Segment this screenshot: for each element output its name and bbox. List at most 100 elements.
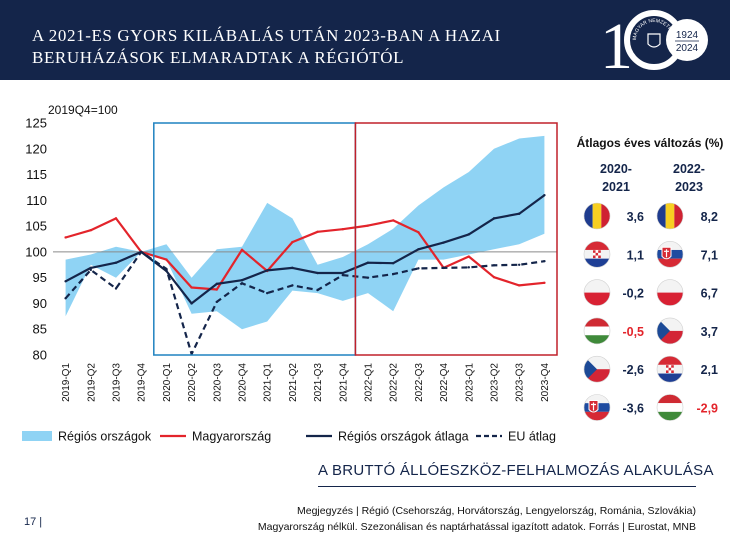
series-2-point xyxy=(366,276,370,279)
series-1-point xyxy=(442,241,445,244)
col1-header-b: 2021 xyxy=(602,180,630,194)
series-0-point xyxy=(417,231,420,234)
y-tick-label: 125 xyxy=(25,116,47,131)
title-line-1: A 2021-ES GYORS KILÁBALÁS UTÁN 2023-BAN … xyxy=(32,26,501,45)
series-line-1 xyxy=(65,194,546,305)
series-0-point xyxy=(467,255,470,258)
romania-flag xyxy=(584,203,610,229)
x-tick-label: 2022-Q3 xyxy=(414,363,425,402)
x-tick-label: 2023-Q1 xyxy=(464,363,475,402)
x-tick-label: 2023-Q3 xyxy=(515,363,526,402)
series-2-point xyxy=(518,263,521,266)
series-0-point xyxy=(240,248,244,252)
series-line-2 xyxy=(64,250,545,356)
x-tick-label: 2023-Q4 xyxy=(540,363,551,402)
series-0-point xyxy=(215,288,218,291)
series-0-point xyxy=(518,284,521,287)
series-2-point xyxy=(140,250,143,254)
legend-label: Régiós országok xyxy=(58,430,152,444)
highlight-box-1 xyxy=(354,122,558,356)
czechia-flag xyxy=(657,317,683,344)
series-1-point xyxy=(266,269,269,272)
x-tick-label: 2022-Q2 xyxy=(389,363,400,402)
series-2-point xyxy=(543,259,546,263)
series-0-point xyxy=(89,229,93,232)
hungary-flag xyxy=(584,317,610,344)
legend-label: Régiós országok átlaga xyxy=(338,430,469,444)
series-2-point xyxy=(266,291,269,295)
legend-label: Magyarország xyxy=(192,430,271,444)
table-value-2020-2021: 3,6 xyxy=(627,210,644,224)
mnb-100-logo: 1 MAGYAR NEMZETI BANK 1924 2024 xyxy=(598,6,708,74)
x-tick-label: 2020-Q3 xyxy=(212,363,223,402)
series-2-point xyxy=(240,282,244,285)
croatia-flag xyxy=(584,241,610,268)
x-tick-label: 2021-Q1 xyxy=(263,363,274,402)
title-line-2: BERUHÁZÁSOK ELMARADTAK A RÉGIÓTÓL xyxy=(32,48,405,67)
legend-label: EU átlag xyxy=(508,430,556,444)
series-1-point xyxy=(392,262,395,265)
y-tick-label: 80 xyxy=(33,348,47,363)
x-tick-label: 2021-Q4 xyxy=(338,363,349,402)
slovakia-flag xyxy=(584,394,610,421)
col1-header-a: 2020- xyxy=(600,162,632,176)
series-1-point xyxy=(366,261,370,264)
series-1-point xyxy=(190,302,193,305)
table-value-2022-2023: 3,7 xyxy=(701,325,718,339)
poland-flag xyxy=(584,279,610,306)
series-0-point xyxy=(114,217,118,220)
table-value-2022-2023: 6,7 xyxy=(701,287,718,301)
series-2-point xyxy=(291,284,294,287)
y-tick-label: 105 xyxy=(25,219,47,234)
x-tick-label: 2021-Q3 xyxy=(313,363,324,402)
logo-year-end: 2024 xyxy=(676,43,699,54)
series-0-point xyxy=(543,281,546,285)
table-value-2022-2023: 8,2 xyxy=(701,210,718,224)
series-0-point xyxy=(341,228,344,231)
series-2-point xyxy=(64,297,67,300)
series-0-point xyxy=(291,240,294,244)
col2-header-a: 2022- xyxy=(673,162,705,176)
chart-subtitle: A BRUTTÓ ÁLLÓESZKÖZ-FELHALMOZÁS ALAKULÁS… xyxy=(318,462,714,479)
note-line-2: Magyarország nélkül. Szezonálisan és nap… xyxy=(257,521,696,533)
series-line-0 xyxy=(65,217,545,291)
series-1-point xyxy=(114,261,118,264)
hungary-flag xyxy=(657,394,683,421)
logo-badge xyxy=(666,19,708,61)
series-1-point xyxy=(543,193,546,197)
series-2-point xyxy=(442,266,445,270)
note-line-1: Megjegyzés | Régió (Csehország, Horvátor… xyxy=(297,505,696,517)
x-tick-label: 2021-Q2 xyxy=(288,363,299,402)
y-axis-label: 2019Q4=100 xyxy=(48,103,118,117)
series-1-point xyxy=(492,217,496,220)
series-0-point xyxy=(366,224,370,227)
x-tick-label: 2019-Q3 xyxy=(112,363,123,402)
series-2-point xyxy=(341,273,344,277)
x-tick-label: 2023-Q2 xyxy=(490,363,501,402)
series-1-point xyxy=(417,248,420,251)
x-tick-label: 2019-Q4 xyxy=(137,363,148,402)
x-tick-label: 2019-Q2 xyxy=(86,363,97,402)
x-tick-label: 2020-Q1 xyxy=(162,363,173,402)
croatia-flag xyxy=(657,356,683,383)
series-2-point xyxy=(215,300,218,304)
table-value-2022-2023: -2,9 xyxy=(696,402,718,416)
series-0-point xyxy=(165,258,168,261)
series-1-point xyxy=(518,212,521,215)
table-value-2020-2021: -2,6 xyxy=(622,363,644,377)
series-2-point xyxy=(316,288,319,292)
romania-flag xyxy=(657,203,683,229)
y-tick-label: 115 xyxy=(26,167,47,182)
x-tick-label: 2020-Q2 xyxy=(187,363,198,402)
logo-year-start: 1924 xyxy=(676,30,699,41)
series-0-point xyxy=(190,286,193,289)
slovakia-flag xyxy=(657,241,683,268)
x-tick-label: 2019-Q1 xyxy=(61,363,72,402)
series-1-point xyxy=(215,282,218,286)
y-tick-label: 120 xyxy=(25,141,47,156)
series-0-point xyxy=(492,275,496,279)
series-2-point xyxy=(165,267,168,271)
x-tick-label: 2020-Q4 xyxy=(238,363,249,402)
page-number: 17 | xyxy=(24,516,43,528)
subtitle-underline xyxy=(318,486,696,487)
